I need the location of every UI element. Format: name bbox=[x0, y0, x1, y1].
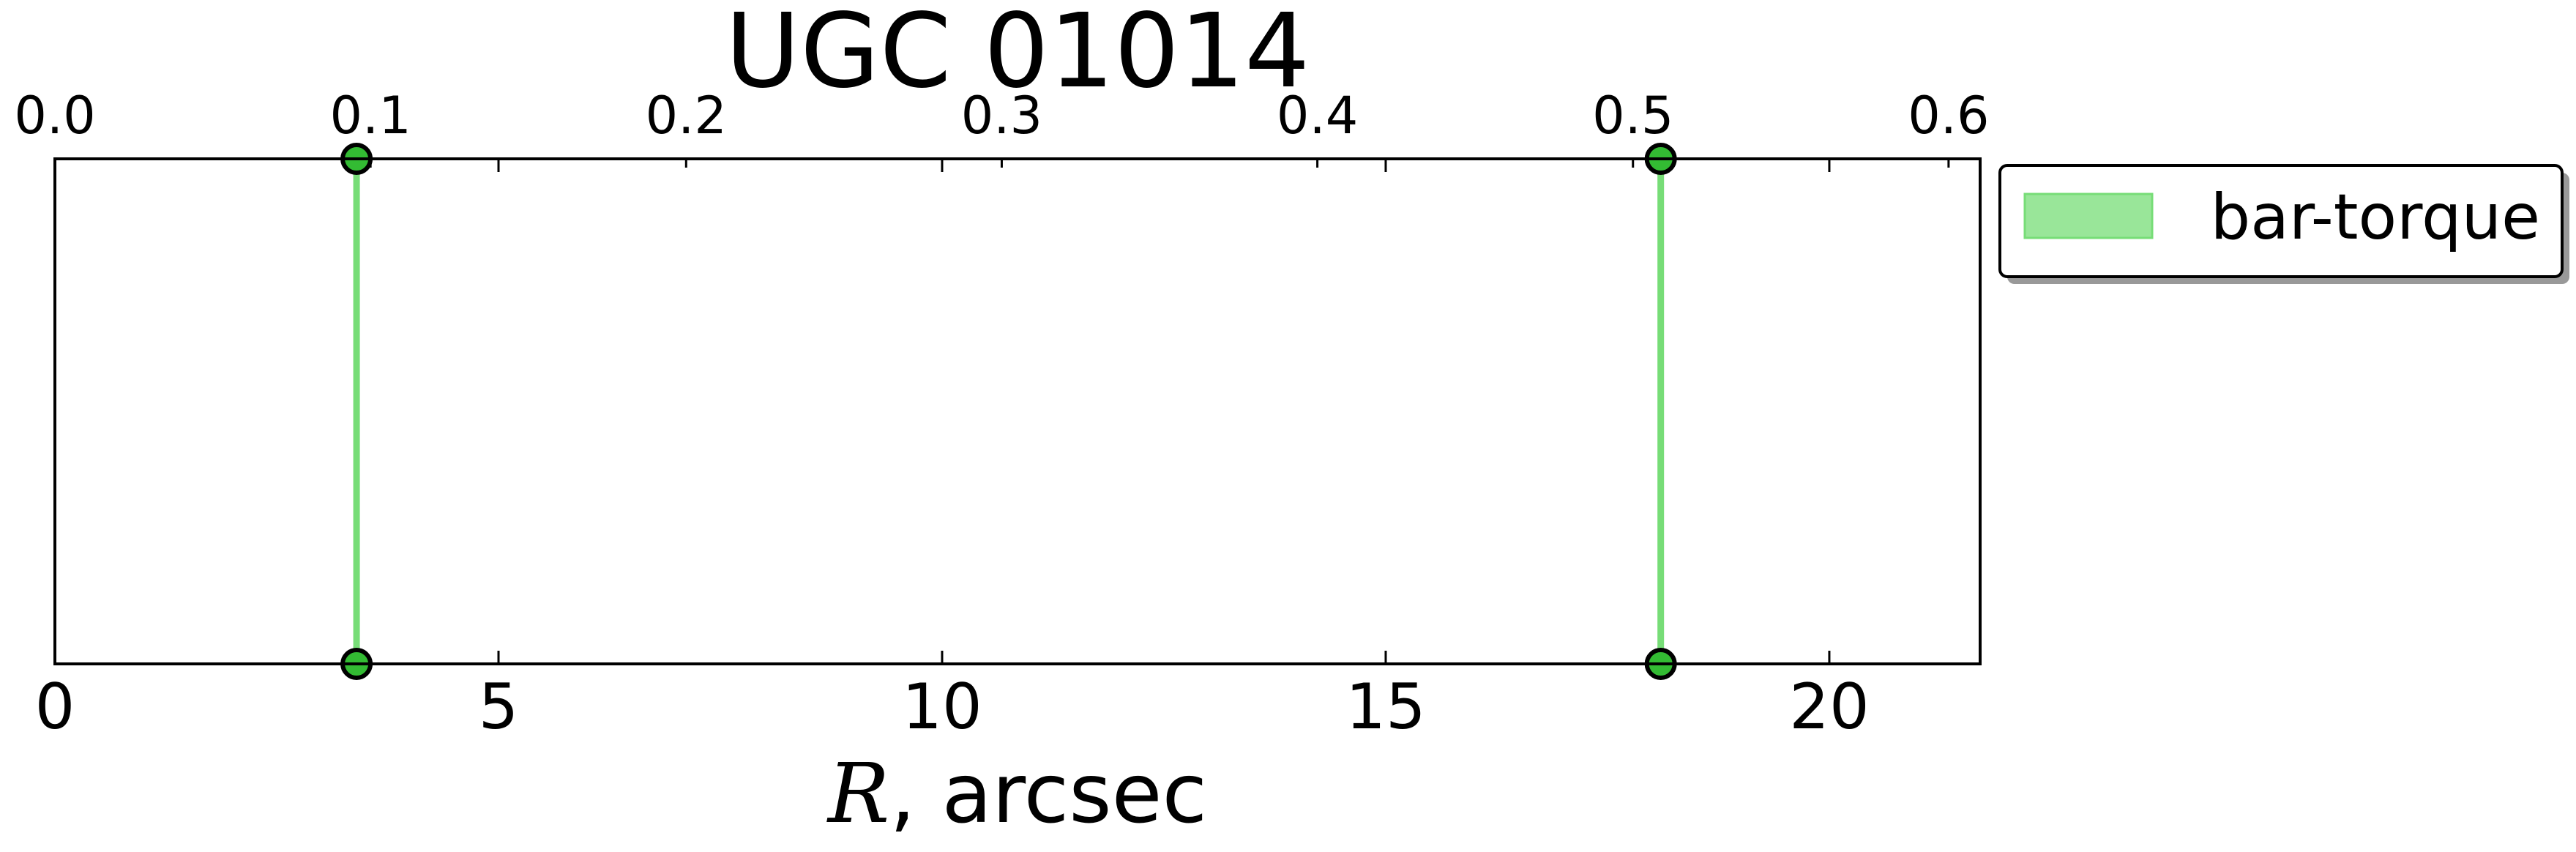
legend: bar-torque bbox=[1998, 164, 2569, 284]
x-axis-label-unit: , arcsec bbox=[889, 747, 1207, 842]
x-axis-label-variable: R bbox=[826, 747, 889, 842]
top-tick-label: 0.6 bbox=[1908, 86, 1989, 146]
plot-series bbox=[340, 143, 1677, 680]
x-tick-label: 20 bbox=[1789, 670, 1869, 744]
chart-title: UGC 01014 bbox=[725, 0, 1310, 111]
top-tick-label: 0.0 bbox=[14, 86, 95, 146]
top-tick-label: 0.3 bbox=[961, 86, 1042, 146]
top-tick-label: 0.4 bbox=[1277, 86, 1358, 146]
legend-label: bar-torque bbox=[2211, 181, 2540, 254]
x-tick-label: 5 bbox=[479, 670, 519, 744]
top-tick-label: 0.5 bbox=[1592, 86, 1673, 146]
bottom-axis: 0 5 10 15 20 bbox=[35, 159, 1870, 744]
x-tick-label: 0 bbox=[35, 670, 75, 744]
top-tick-label: 0.1 bbox=[329, 86, 411, 146]
x-axis-label: R, arcsec bbox=[826, 747, 1207, 842]
legend-swatch bbox=[2023, 193, 2154, 239]
top-axis: 0.0 0.1 0.2 0.3 0.4 0.5 0.6 bbox=[14, 86, 1990, 168]
top-tick-label: 0.2 bbox=[646, 86, 727, 146]
x-tick-label: 15 bbox=[1345, 670, 1425, 744]
x-tick-label: 10 bbox=[902, 670, 982, 744]
plot-area-frame bbox=[53, 157, 1982, 665]
